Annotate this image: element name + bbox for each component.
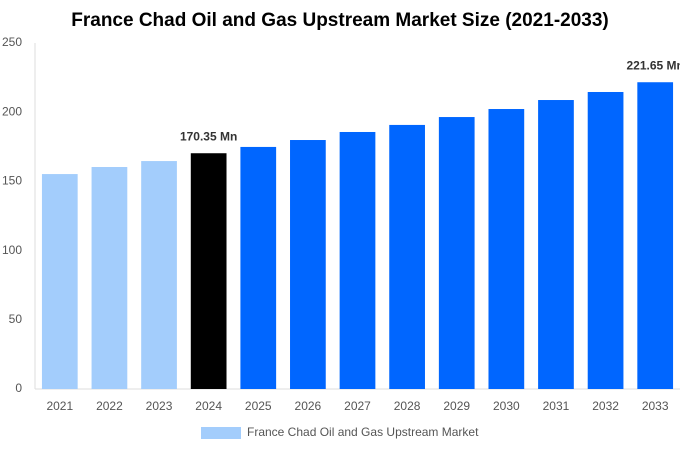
bar [41,174,78,389]
x-tick-label: 2025 [245,399,272,413]
bar [91,167,128,389]
bar [190,153,227,389]
x-tick-label: 2030 [493,399,520,413]
bar [488,109,525,390]
x-tick-label: 2023 [146,399,173,413]
x-tick-label: 2026 [295,399,322,413]
bar [339,131,376,389]
y-tick-label: 50 [9,312,23,326]
bar [389,124,425,389]
x-tick-label: 2024 [195,399,222,413]
x-tick-label: 2032 [592,399,619,413]
legend-label: France Chad Oil and Gas Upstream Market [247,425,479,439]
x-tick-label: 2022 [96,399,123,413]
chart-title: France Chad Oil and Gas Upstream Market … [71,10,609,31]
bar [438,117,475,389]
y-tick-label: 200 [2,104,22,118]
bar [587,91,624,390]
bar [141,161,177,389]
y-tick-label: 0 [15,381,22,395]
x-tick-label: 2028 [394,399,421,413]
y-tick-label: 250 [2,35,22,49]
x-tick-label: 2029 [443,399,470,413]
x-tick-label: 2031 [543,399,570,413]
x-tick-label: 2033 [642,399,669,413]
x-tick-label: 2021 [46,399,73,413]
legend-swatch [201,427,241,439]
value-label: 170.35 Mn [180,129,237,143]
y-tick-label: 150 [2,174,22,188]
value-label: 221.65 Mn [627,58,680,72]
y-tick-label: 100 [2,243,22,257]
bar [538,100,574,389]
x-tick-label: 2027 [344,399,371,413]
bar [290,140,326,389]
bar [240,146,277,389]
bar [637,82,674,390]
